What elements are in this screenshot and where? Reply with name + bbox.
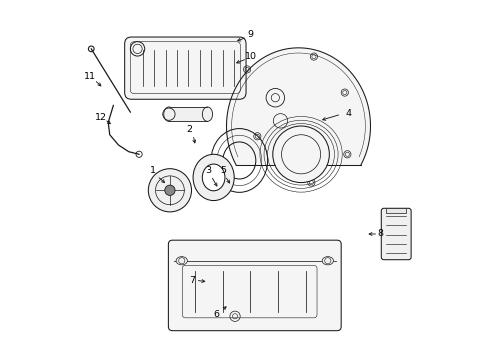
FancyBboxPatch shape — [124, 37, 245, 99]
Bar — [385, 208, 406, 213]
Text: 1: 1 — [150, 166, 156, 175]
Text: 2: 2 — [185, 125, 192, 134]
Circle shape — [164, 185, 175, 195]
Ellipse shape — [322, 257, 333, 265]
Text: 11: 11 — [84, 72, 96, 81]
Text: 4: 4 — [345, 109, 351, 118]
Text: 12: 12 — [94, 113, 106, 122]
Ellipse shape — [202, 107, 212, 121]
Text: 8: 8 — [377, 230, 383, 239]
Circle shape — [272, 126, 329, 183]
Text: 5: 5 — [220, 166, 225, 175]
Ellipse shape — [193, 154, 234, 201]
Ellipse shape — [176, 257, 187, 265]
FancyBboxPatch shape — [381, 208, 410, 260]
Ellipse shape — [202, 164, 224, 191]
Circle shape — [148, 169, 191, 212]
Text: 6: 6 — [213, 310, 219, 319]
Text: 9: 9 — [247, 31, 253, 40]
Ellipse shape — [163, 107, 174, 121]
Bar — [168, 107, 207, 121]
Polygon shape — [226, 48, 370, 165]
FancyBboxPatch shape — [168, 240, 341, 331]
Text: 3: 3 — [205, 166, 211, 175]
Text: 7: 7 — [189, 276, 195, 285]
Text: 10: 10 — [244, 52, 256, 61]
